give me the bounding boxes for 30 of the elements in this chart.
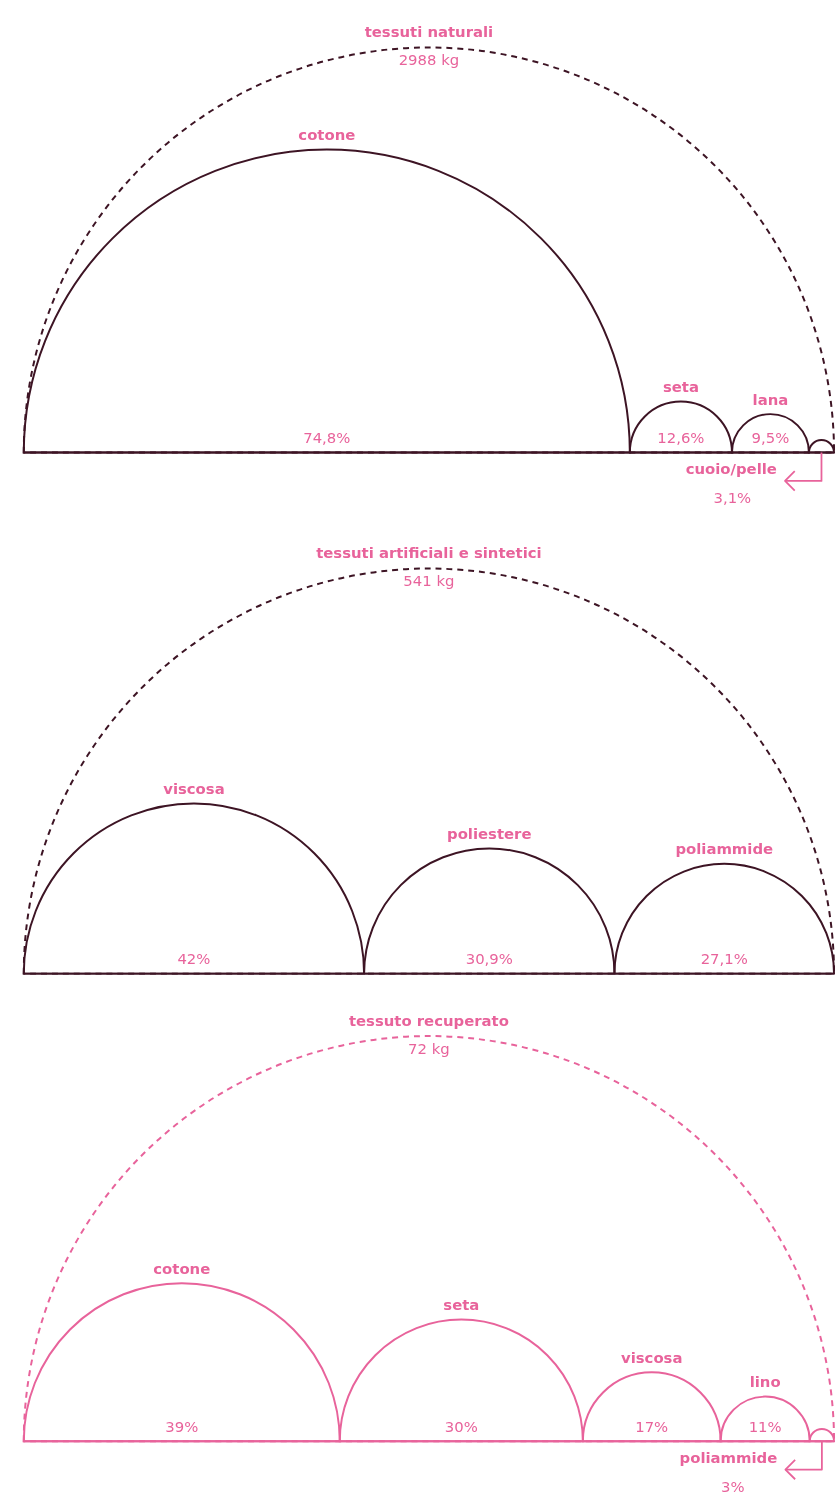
category-label: lino [749,1373,781,1392]
data-label: 42% [177,950,211,969]
data-label: 12,6% [657,429,705,448]
text: 2988 kg [398,51,460,70]
category-label: seta [443,1296,480,1315]
data-label: 3% [720,1477,745,1496]
text: 541 kg [403,572,455,591]
category-label: viscosa [621,1348,683,1367]
category-label: viscosa [163,780,225,799]
category-label: poliammide [675,840,774,859]
category-label: poliammide [679,1448,778,1467]
category-label: lana [752,390,789,409]
text: tessuti naturali [364,23,494,42]
data-label: 74,8% [303,429,351,448]
category-label: seta [662,378,699,397]
data-label: 30% [444,1417,478,1436]
category-label: cotone [153,1259,211,1278]
data-label: 11% [748,1417,782,1436]
data-label: 9,5% [751,429,790,448]
data-label: 30,9% [465,950,513,969]
category-label: cuoio/pelle [685,459,777,478]
text: 72 kg [408,1039,450,1058]
text: tessuto recuperato [348,1011,509,1030]
text: tessuti artificiali e sintetici [316,544,542,563]
data-label: 39% [165,1417,199,1436]
data-label: 27,1% [700,950,748,969]
data-label: 17% [635,1417,669,1436]
category-label: poliestere [447,824,532,843]
category-label: cotone [298,126,356,145]
data-label: 3,1% [713,489,752,508]
